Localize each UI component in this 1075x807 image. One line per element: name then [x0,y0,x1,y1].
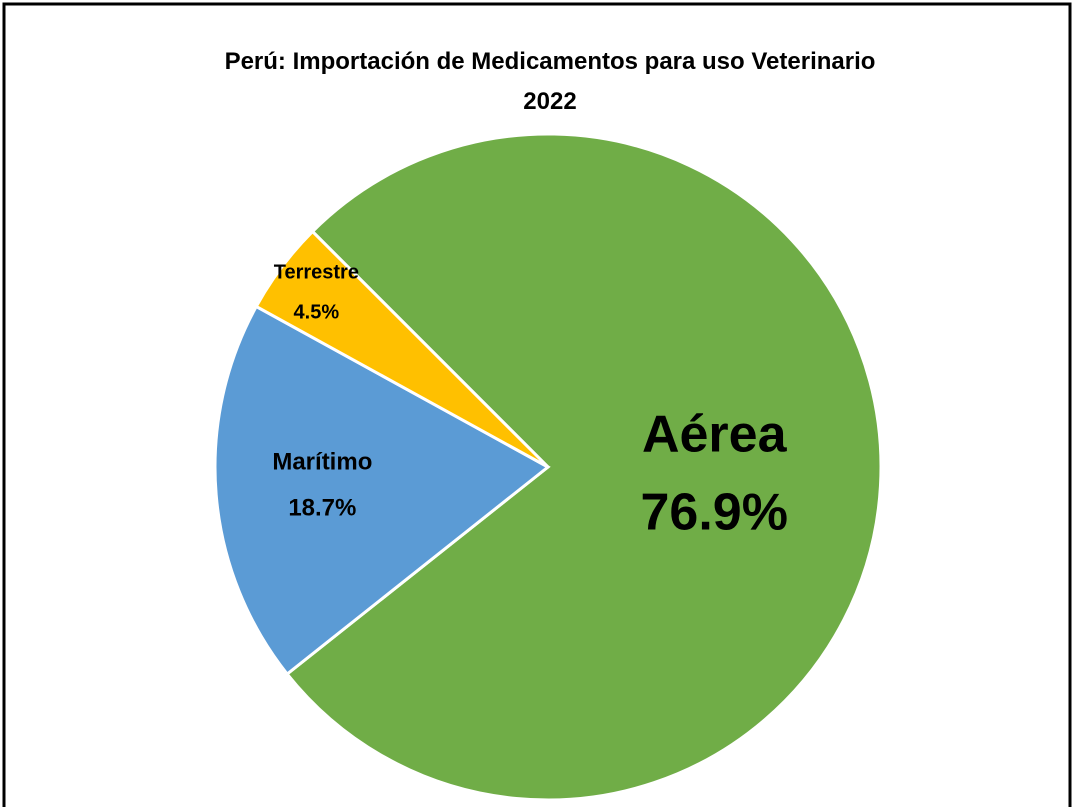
slice-category-label: Marítimo [272,448,372,475]
pie-slice [213,304,551,677]
chart-title: Perú: Importación de Medicamentos para u… [224,48,876,115]
pie-slice [254,229,550,469]
slice-category-label: Aérea [642,405,788,463]
slice-value-label: 18.7% [288,494,356,521]
pie-slice [285,132,883,802]
slice-value-label: 76.9% [641,483,788,541]
slice-value-label: 4.5% [294,301,340,323]
slice-category-label: Terrestre [274,261,359,283]
